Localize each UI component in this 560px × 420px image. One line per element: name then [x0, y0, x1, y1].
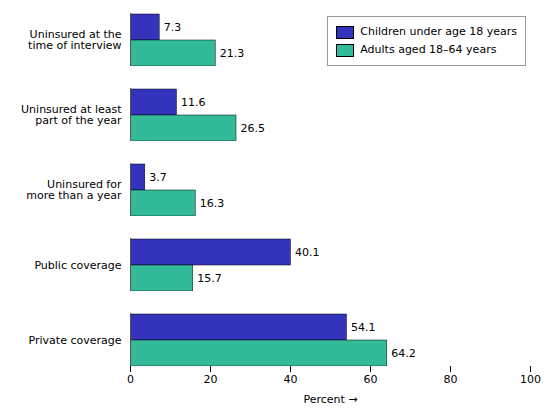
html-text:Adults aged 18–64 years: Adults aged 18–64 years	[360, 43, 497, 56]
html-text:Children under age 18 years: Children under age 18 years	[360, 25, 517, 38]
svg-text:Private coverage: Private coverage	[29, 334, 122, 347]
svg-text:Uninsured at leastpart of the: Uninsured at leastpart of the year	[21, 103, 122, 127]
svg-text:80: 80	[444, 373, 458, 386]
svg-text:60: 60	[364, 373, 378, 386]
svg-text:Uninsured at thetime of interv: Uninsured at thetime of interview	[28, 28, 122, 52]
svg-text:40.1: 40.1	[295, 246, 320, 259]
svg-text:40: 40	[284, 373, 298, 386]
svg-text:21.3: 21.3	[220, 47, 245, 60]
svg-text:15.7: 15.7	[197, 272, 222, 285]
svg-text:54.1: 54.1	[351, 321, 376, 334]
svg-text:26.5: 26.5	[241, 122, 266, 135]
svg-text:100: 100	[520, 373, 541, 386]
svg-text:Uninsured formore than a year: Uninsured formore than a year	[26, 178, 122, 202]
svg-text:16.3: 16.3	[200, 197, 225, 210]
svg-text:7.3: 7.3	[164, 21, 182, 34]
svg-text:64.2: 64.2	[391, 347, 416, 360]
svg-text:3.7: 3.7	[149, 171, 167, 184]
svg-text:0: 0	[127, 373, 134, 386]
svg-text:11.6: 11.6	[181, 96, 206, 109]
svg-text:Percent →: Percent →	[303, 393, 357, 406]
svg-text:20: 20	[204, 373, 218, 386]
svg-text:Public coverage: Public coverage	[34, 259, 121, 272]
